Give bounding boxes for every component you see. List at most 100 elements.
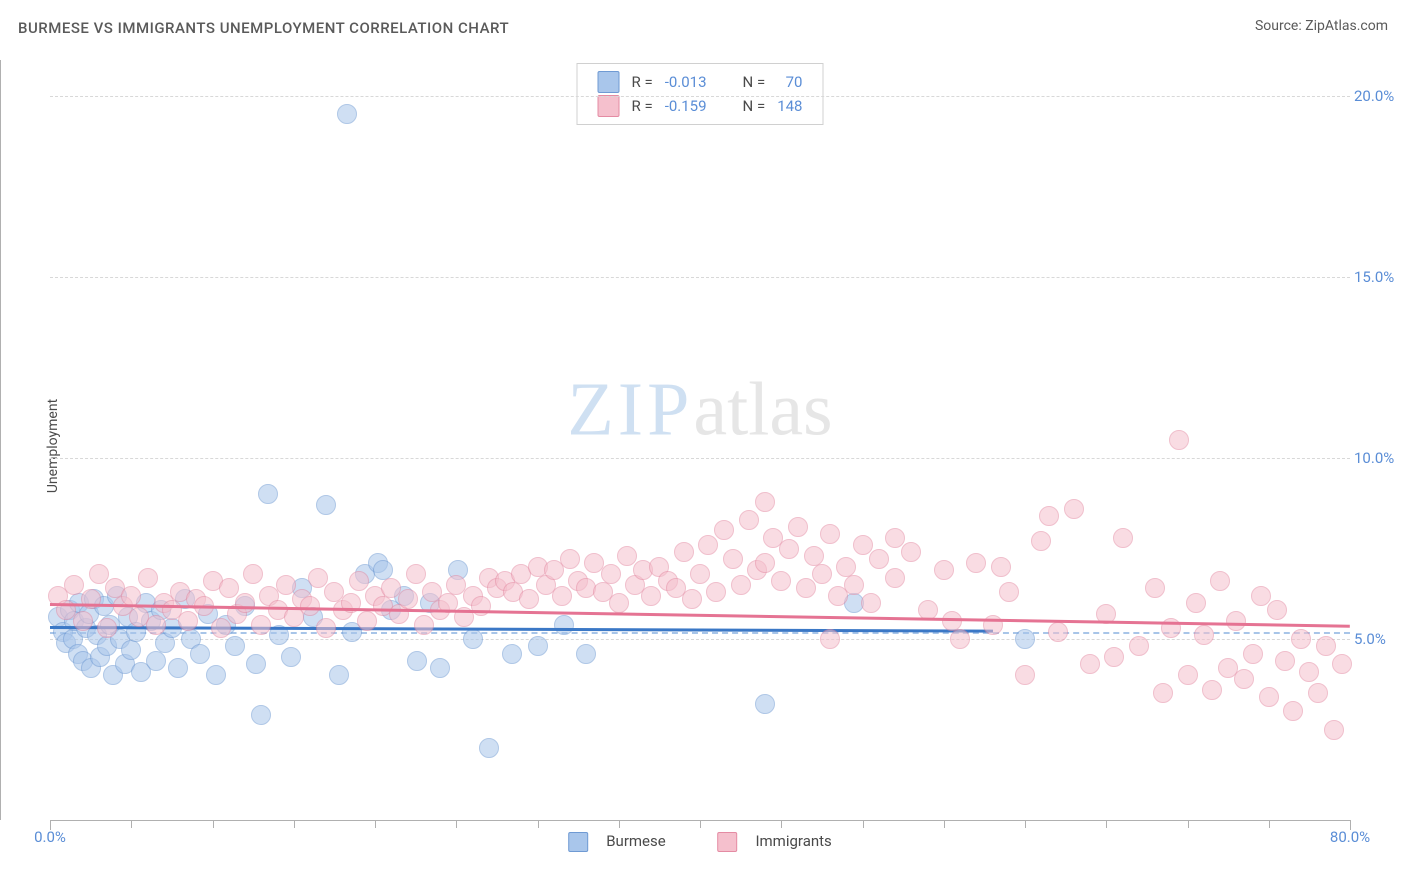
x-tick-mark (944, 820, 945, 828)
data-point (407, 651, 427, 671)
data-point (554, 615, 574, 635)
data-point (373, 560, 393, 580)
data-point (1234, 669, 1254, 689)
data-point (934, 560, 954, 580)
data-point (414, 615, 434, 635)
swatch-series-0 (598, 71, 620, 93)
legend-item-0: Burmese (556, 832, 678, 850)
x-tick-mark (619, 820, 620, 828)
data-point (1080, 654, 1100, 674)
data-point (178, 611, 198, 631)
data-point (1243, 644, 1263, 664)
data-point (1275, 651, 1295, 671)
data-point (97, 618, 117, 638)
data-point (690, 564, 710, 584)
x-tick-mark (456, 820, 457, 828)
legend-label-0: Burmese (606, 832, 666, 850)
data-point (576, 644, 596, 664)
data-point (1104, 647, 1124, 667)
data-point (357, 611, 377, 631)
data-point (552, 586, 572, 606)
legend-row-series-0: R = -0.013 N = 70 (592, 70, 809, 94)
data-point (804, 546, 824, 566)
data-point (942, 611, 962, 631)
data-point (1324, 720, 1344, 740)
x-tick-mark (700, 820, 701, 828)
data-point (146, 615, 166, 635)
gridline (50, 458, 1350, 459)
data-point (983, 615, 1003, 635)
source-prefix: Source: (1255, 18, 1305, 34)
gridline (50, 96, 1350, 97)
y-tick-label: 20.0% (1354, 87, 1406, 105)
data-point (853, 535, 873, 555)
data-point (64, 575, 84, 595)
data-point (251, 705, 271, 725)
data-point (1169, 430, 1189, 450)
data-point (1291, 629, 1311, 649)
data-point (1210, 571, 1230, 591)
data-point (966, 553, 986, 573)
data-point (820, 629, 840, 649)
data-point (258, 484, 278, 504)
x-tick-mark (375, 820, 376, 828)
x-tick-label: 0.0% (34, 828, 66, 846)
data-point (206, 665, 226, 685)
chart-title: BURMESE VS IMMIGRANTS UNEMPLOYMENT CORRE… (18, 19, 509, 37)
data-point (617, 546, 637, 566)
data-point (796, 578, 816, 598)
data-point (1226, 611, 1246, 631)
data-point (190, 644, 210, 664)
data-point (430, 658, 450, 678)
gridline (50, 277, 1350, 278)
data-point (755, 694, 775, 714)
data-point (1064, 499, 1084, 519)
data-point (844, 575, 864, 595)
data-point (211, 618, 231, 638)
data-point (398, 589, 418, 609)
data-point (168, 658, 188, 678)
data-point (276, 575, 296, 595)
y-tick-label: 5.0% (1354, 630, 1406, 648)
data-point (885, 528, 905, 548)
data-point (999, 582, 1019, 602)
data-point (225, 636, 245, 656)
data-point (836, 557, 856, 577)
data-point (1283, 701, 1303, 721)
y-tick-label: 15.0% (1354, 268, 1406, 286)
data-point (779, 539, 799, 559)
data-point (471, 596, 491, 616)
legend-item-1: Immigrants (705, 832, 843, 850)
correlation-legend: R = -0.013 N = 70 R = -0.159 N = 148 (577, 63, 824, 125)
data-point (251, 615, 271, 635)
r-label-0: R = (626, 70, 659, 94)
data-point (243, 564, 263, 584)
data-point (246, 654, 266, 674)
n-value-0: 70 (771, 70, 808, 94)
x-tick-mark (538, 820, 539, 828)
data-point (502, 644, 522, 664)
data-point (89, 564, 109, 584)
data-point (950, 629, 970, 649)
reference-line (50, 632, 1350, 634)
data-point (406, 564, 426, 584)
data-point (1015, 665, 1035, 685)
correlation-legend-table: R = -0.013 N = 70 R = -0.159 N = 148 (592, 70, 809, 118)
data-point (308, 568, 328, 588)
data-point (885, 568, 905, 588)
data-point (788, 517, 808, 537)
data-point (121, 586, 141, 606)
data-point (219, 578, 239, 598)
data-point (1251, 586, 1271, 606)
x-tick-mark (131, 820, 132, 828)
legend-swatch-0 (568, 832, 588, 852)
r-value-1: -0.159 (659, 94, 713, 118)
watermark-part2: atlas (693, 367, 832, 451)
data-point (1113, 528, 1133, 548)
x-tick-mark (1188, 820, 1189, 828)
r-value-0: -0.013 (659, 70, 713, 94)
data-point (714, 520, 734, 540)
data-point (316, 495, 336, 515)
data-point (73, 611, 93, 631)
data-point (1129, 636, 1149, 656)
